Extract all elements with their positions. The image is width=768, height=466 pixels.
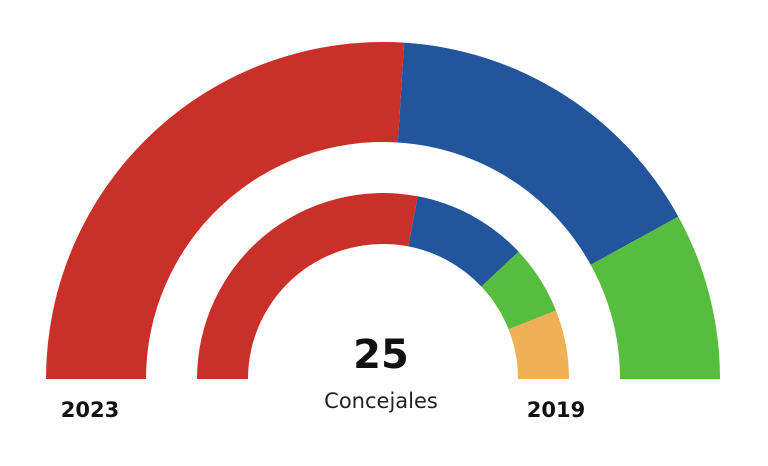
ring-label-inner: 2019 [527, 398, 585, 422]
segment-2019-1 [408, 196, 519, 287]
segment-2023-1 [397, 42, 679, 265]
total-label: Concejales [324, 389, 438, 413]
segments-group [46, 42, 720, 380]
ring-label-outer: 2023 [61, 398, 119, 422]
segment-2019-0 [197, 192, 418, 379]
segment-2019-2 [481, 251, 556, 330]
total-seats: 25 [353, 332, 409, 378]
segment-2023-0 [46, 42, 405, 380]
segment-2023-2 [590, 216, 720, 379]
segment-2019-3 [508, 310, 569, 379]
